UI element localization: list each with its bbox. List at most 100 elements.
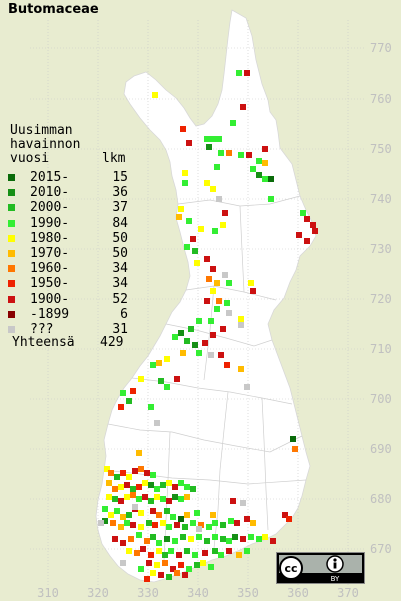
observation-square bbox=[140, 546, 146, 552]
observation-square bbox=[136, 450, 142, 456]
observation-square bbox=[114, 508, 120, 514]
observation-square bbox=[176, 552, 182, 558]
legend-label: 1960- bbox=[30, 261, 70, 277]
observation-square bbox=[124, 482, 130, 488]
x-axis-label: 340 bbox=[187, 586, 209, 600]
coordinate-grid bbox=[30, 20, 365, 585]
x-axis-label: 320 bbox=[87, 586, 109, 600]
observation-square bbox=[156, 512, 162, 518]
observation-square bbox=[192, 248, 198, 254]
observation-square bbox=[236, 70, 242, 76]
observation-square bbox=[218, 352, 224, 358]
observation-square bbox=[256, 172, 262, 178]
observation-square bbox=[212, 534, 218, 540]
observation-square bbox=[130, 486, 136, 492]
observation-square bbox=[194, 510, 200, 516]
x-axis-label: 330 bbox=[137, 586, 159, 600]
observation-square bbox=[234, 520, 240, 526]
observation-square bbox=[268, 176, 274, 182]
y-axis-label: 730 bbox=[370, 242, 392, 256]
observation-square bbox=[156, 540, 162, 546]
legend-swatch bbox=[8, 326, 15, 333]
observation-square bbox=[172, 538, 178, 544]
observation-square bbox=[198, 522, 204, 528]
observation-square bbox=[300, 210, 306, 216]
observation-square bbox=[118, 498, 124, 504]
observation-square bbox=[204, 538, 210, 544]
observation-square bbox=[150, 508, 156, 514]
observation-square bbox=[244, 516, 250, 522]
observation-square bbox=[214, 164, 220, 170]
observation-square bbox=[250, 288, 256, 294]
observation-square bbox=[154, 494, 160, 500]
observation-square bbox=[178, 562, 184, 568]
legend-row: 1900- 52 bbox=[8, 292, 128, 308]
observation-square bbox=[196, 318, 202, 324]
observation-square bbox=[210, 332, 216, 338]
observation-square bbox=[130, 522, 136, 528]
observation-square bbox=[174, 570, 180, 576]
observation-square bbox=[106, 480, 112, 486]
observation-square bbox=[194, 260, 200, 266]
legend-swatch bbox=[8, 219, 15, 227]
observation-square bbox=[202, 550, 208, 556]
observation-square bbox=[240, 536, 246, 542]
observation-square bbox=[290, 436, 296, 442]
observation-square bbox=[210, 186, 216, 192]
observation-square bbox=[132, 504, 138, 510]
observation-square bbox=[202, 340, 208, 346]
observation-square bbox=[216, 298, 222, 304]
observation-square bbox=[136, 532, 142, 538]
observation-square bbox=[220, 536, 226, 542]
finland-landmass bbox=[95, 9, 317, 583]
observation-square bbox=[262, 176, 268, 182]
observation-square bbox=[134, 550, 140, 556]
legend-count: 34 bbox=[112, 276, 128, 292]
observation-square bbox=[286, 516, 292, 522]
observation-square bbox=[150, 472, 156, 478]
legend-heading-2: havainnon bbox=[10, 137, 81, 152]
observation-square bbox=[244, 384, 250, 390]
observation-square bbox=[244, 548, 250, 554]
observation-square bbox=[184, 494, 190, 500]
observation-square bbox=[186, 218, 192, 224]
observation-square bbox=[170, 514, 176, 520]
observation-square bbox=[142, 480, 148, 486]
observation-square bbox=[238, 316, 244, 322]
observation-square bbox=[160, 520, 166, 526]
observation-square bbox=[172, 484, 178, 490]
observation-square bbox=[102, 518, 108, 524]
observation-square bbox=[186, 140, 192, 146]
observation-square bbox=[182, 170, 188, 176]
legend-label: 1970- bbox=[30, 246, 70, 261]
observation-square bbox=[120, 540, 126, 546]
observation-square bbox=[156, 548, 162, 554]
observation-square bbox=[226, 548, 232, 554]
observation-square bbox=[256, 536, 262, 542]
observation-square bbox=[192, 552, 198, 558]
observation-square bbox=[162, 560, 168, 566]
observation-square bbox=[226, 280, 232, 286]
observation-square bbox=[146, 560, 152, 566]
observation-square bbox=[210, 512, 216, 518]
y-axis-label: 690 bbox=[370, 442, 392, 456]
cc-text: cc bbox=[284, 562, 297, 575]
observation-square bbox=[138, 524, 144, 530]
observation-square bbox=[196, 526, 202, 532]
observation-square bbox=[212, 548, 218, 554]
legend-swatch bbox=[8, 204, 15, 212]
observation-square bbox=[186, 566, 192, 572]
observation-square bbox=[158, 378, 164, 384]
observation-square bbox=[138, 466, 144, 472]
observation-square bbox=[130, 492, 136, 498]
observation-square bbox=[148, 552, 154, 558]
legend-count: 84 bbox=[112, 215, 128, 231]
observation-square bbox=[248, 534, 254, 540]
legend-label: 1950- bbox=[30, 276, 70, 292]
legend-heading-1: Uusimman bbox=[10, 123, 73, 138]
license-badge[interactable]: cc BY bbox=[276, 552, 365, 584]
observation-square bbox=[230, 120, 236, 126]
observation-square bbox=[246, 152, 252, 158]
observation-square bbox=[224, 362, 230, 368]
